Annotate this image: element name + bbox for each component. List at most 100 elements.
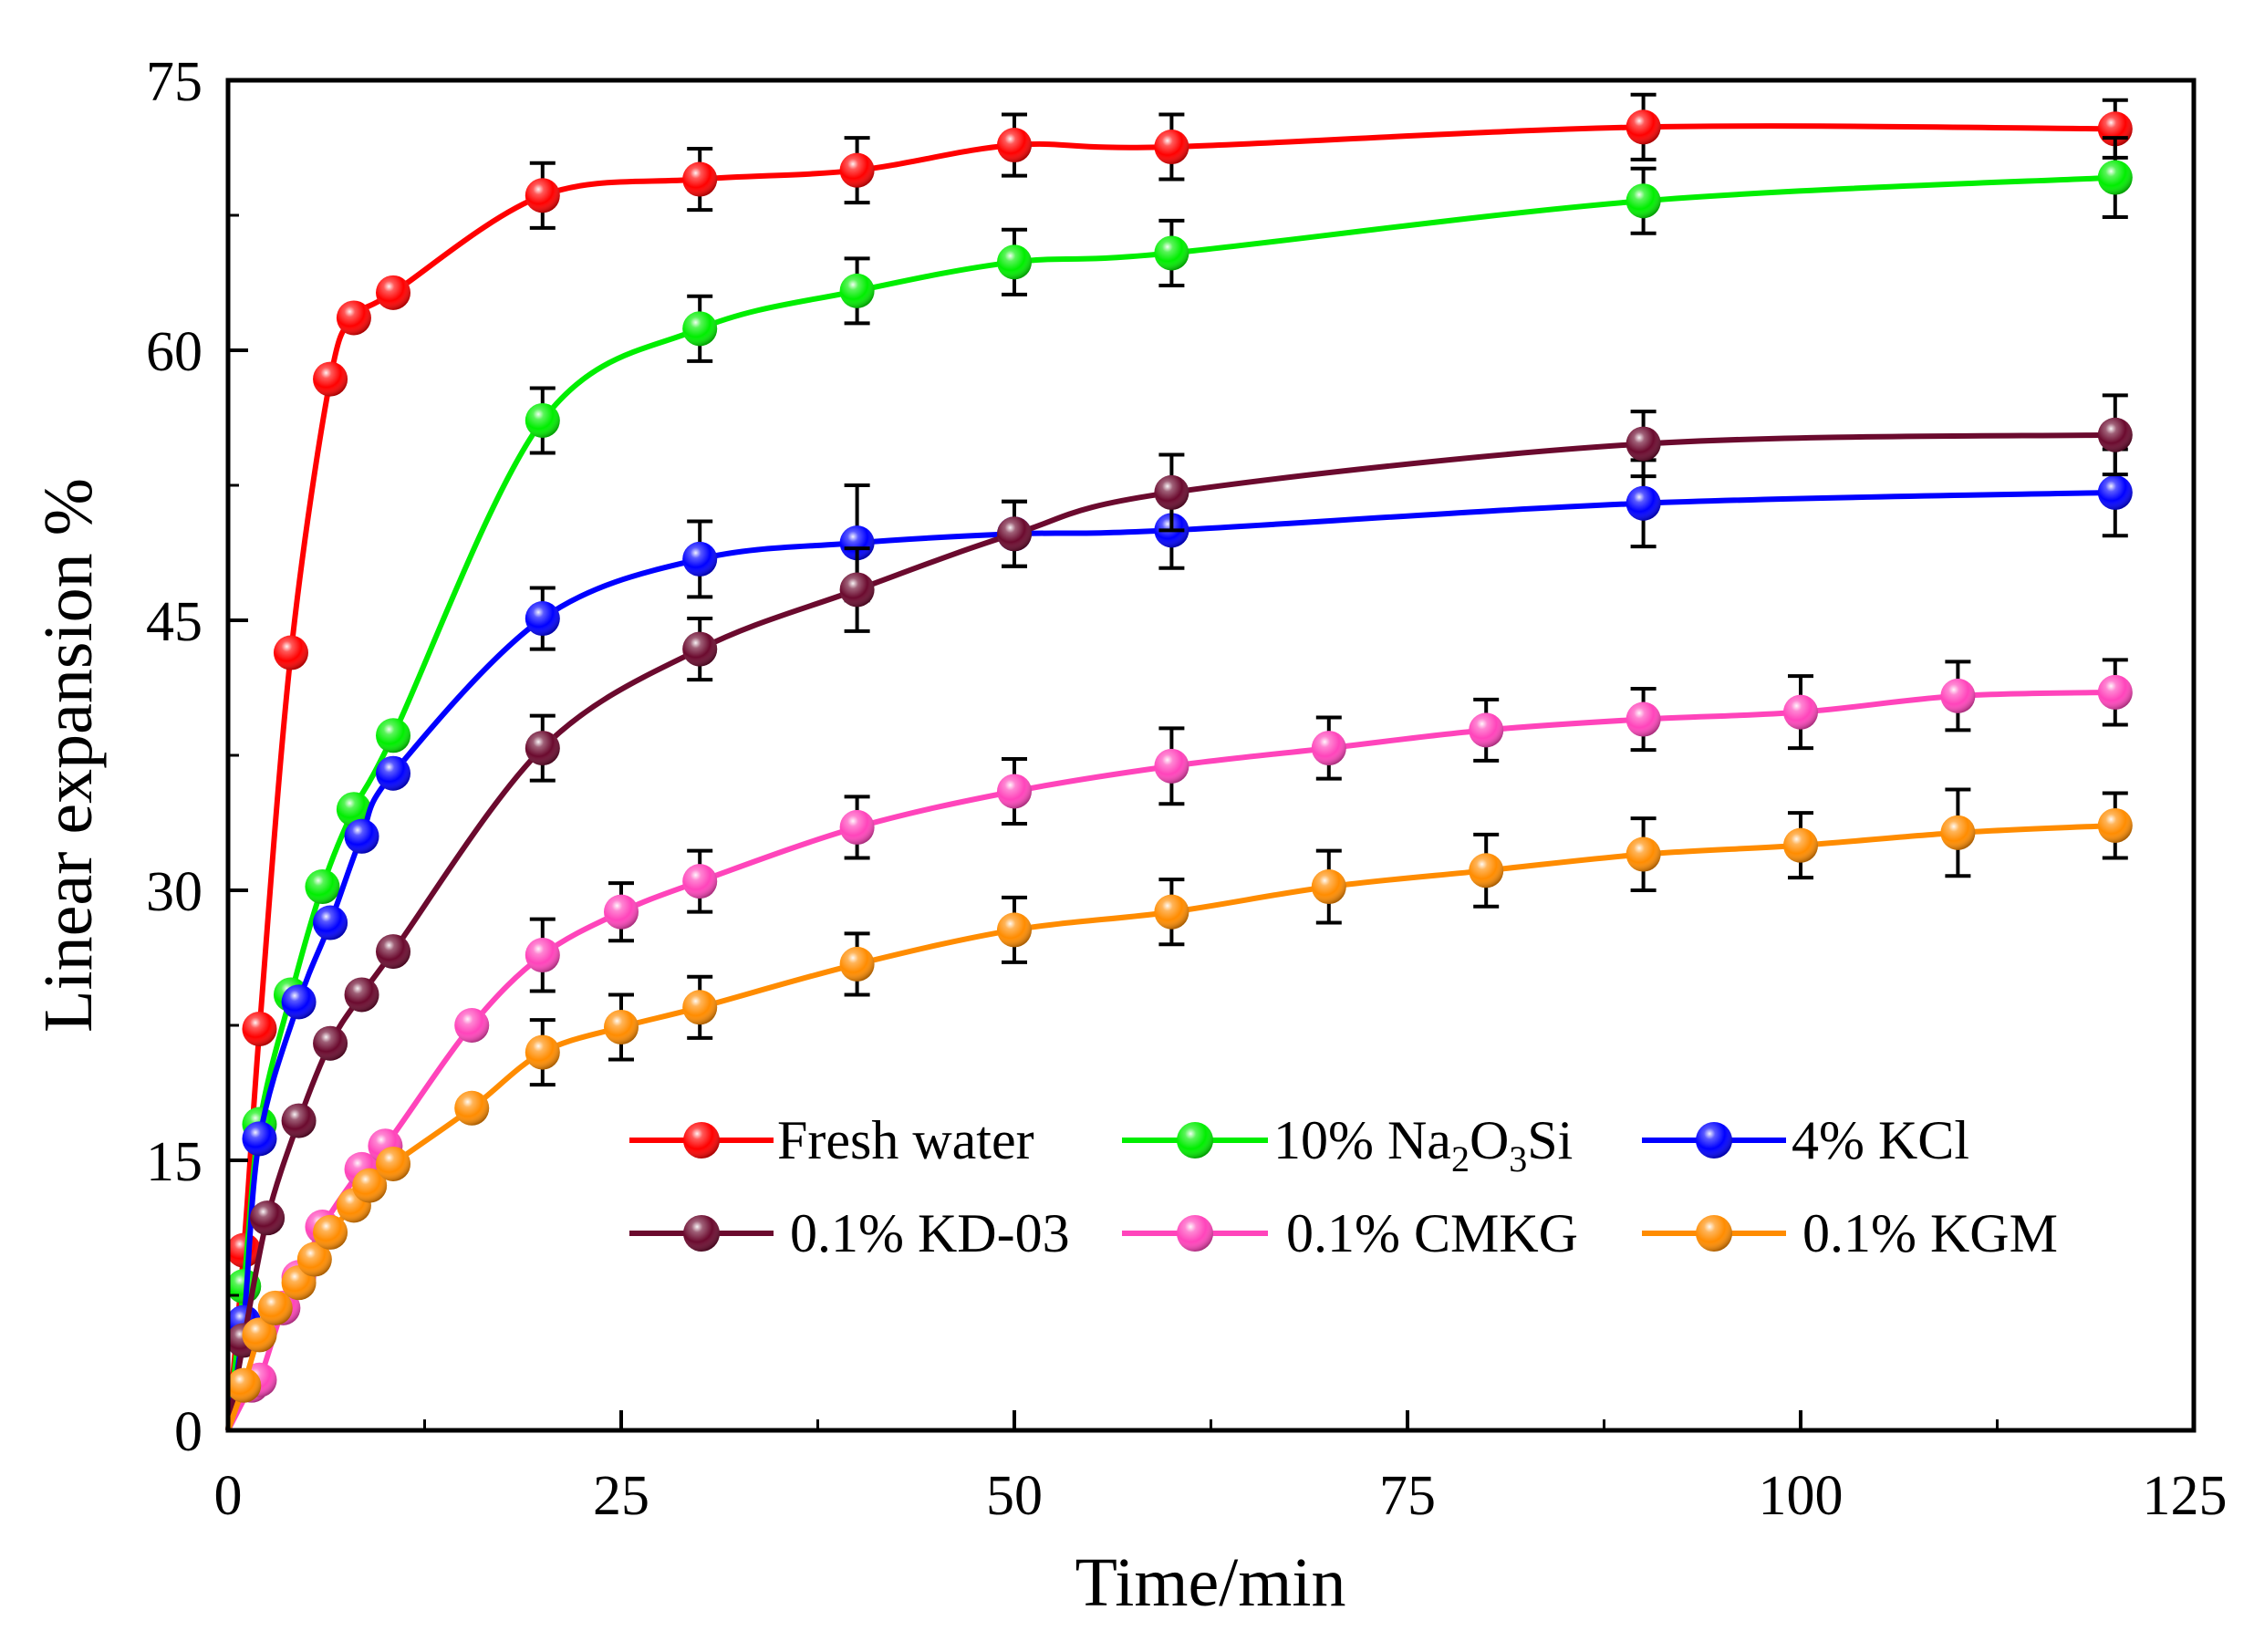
data-point-sheen bbox=[997, 128, 1032, 163]
data-point-sheen bbox=[1626, 183, 1661, 219]
data-point-sheen bbox=[997, 516, 1032, 552]
data-point-sheen bbox=[226, 1367, 262, 1403]
legend-marker-sheen bbox=[1696, 1215, 1732, 1252]
data-point-sheen bbox=[2097, 674, 2133, 710]
data-point-sheen bbox=[1626, 701, 1661, 737]
y-axis-tick-labels: 0 15 30 45 60 75 bbox=[146, 51, 203, 1463]
data-point-sheen bbox=[2097, 807, 2133, 843]
data-point-sheen bbox=[839, 152, 875, 188]
legend-subscript: 3 bbox=[1509, 1138, 1527, 1179]
series-line bbox=[225, 489, 2115, 1431]
legend-label-part: O bbox=[1470, 1110, 1509, 1170]
x-axis-title: Time/min bbox=[1075, 1544, 1345, 1621]
series-2 bbox=[225, 447, 2133, 1431]
series-line bbox=[225, 174, 2115, 1431]
data-point-sheen bbox=[336, 300, 371, 336]
data-point-sheen bbox=[1626, 485, 1661, 521]
x-tick-label: 0 bbox=[214, 1465, 243, 1527]
series-4 bbox=[225, 658, 2133, 1432]
x-tick-label: 125 bbox=[2143, 1465, 2228, 1527]
legend-item-cmkg: 0.1% CMKG bbox=[1122, 1203, 1578, 1263]
data-point-sheen bbox=[344, 977, 379, 1013]
legend-item-kd-03: 0.1% KD-03 bbox=[629, 1203, 1070, 1263]
data-point-sheen bbox=[1311, 731, 1346, 766]
y-tick-label: 45 bbox=[146, 591, 203, 653]
legend-marker-sheen bbox=[1177, 1215, 1213, 1252]
data-point-sheen bbox=[525, 938, 560, 973]
data-point-sheen bbox=[2097, 417, 2133, 452]
y-tick-label: 0 bbox=[174, 1401, 203, 1463]
data-point-sheen bbox=[1154, 235, 1189, 271]
data-point-sheen bbox=[376, 934, 411, 970]
axis-ticks bbox=[226, 78, 2196, 1432]
data-point-sheen bbox=[525, 402, 560, 438]
data-point-sheen bbox=[313, 1214, 348, 1250]
data-point-sheen bbox=[1154, 474, 1189, 510]
legend-label-part: Si bbox=[1527, 1110, 1573, 1170]
data-point-sheen bbox=[525, 1034, 560, 1070]
data-point-sheen bbox=[1154, 894, 1189, 930]
data-point-sheen bbox=[682, 541, 718, 577]
legend-item-kcl: 4% KCl bbox=[1642, 1110, 1969, 1170]
data-point-sheen bbox=[313, 361, 348, 397]
data-point-sheen bbox=[257, 1290, 293, 1325]
data-point-sheen bbox=[1154, 130, 1189, 165]
legend-label: 10% Na2O3Si bbox=[1273, 1110, 1573, 1179]
data-point-sheen bbox=[242, 1317, 277, 1353]
data-point-sheen bbox=[1783, 827, 1818, 863]
data-point-sheen bbox=[1783, 694, 1818, 730]
data-point-sheen bbox=[839, 273, 875, 308]
data-point-sheen bbox=[682, 864, 718, 899]
data-point-sheen bbox=[2097, 474, 2133, 510]
y-tick-label: 30 bbox=[146, 861, 203, 923]
data-point-sheen bbox=[1626, 836, 1661, 872]
data-point-sheen bbox=[376, 755, 411, 791]
data-point-sheen bbox=[313, 905, 348, 940]
data-point-sheen bbox=[376, 718, 411, 753]
x-tick-label: 100 bbox=[1759, 1465, 1844, 1527]
y-tick-label: 75 bbox=[146, 51, 203, 113]
legend-label-part: 10% Na bbox=[1273, 1110, 1451, 1170]
legend-label: 0.1% KD-03 bbox=[790, 1203, 1070, 1263]
data-point-sheen bbox=[1626, 109, 1661, 145]
data-point-sheen bbox=[839, 946, 875, 982]
data-point-sheen bbox=[839, 525, 875, 561]
data-point-sheen bbox=[682, 990, 718, 1025]
data-point-sheen bbox=[997, 774, 1032, 809]
data-point-sheen bbox=[313, 1025, 348, 1061]
data-point-sheen bbox=[281, 1103, 317, 1138]
data-point-sheen bbox=[454, 1090, 490, 1126]
data-point-sheen bbox=[839, 572, 875, 608]
data-point-sheen bbox=[242, 1121, 277, 1157]
x-axis-tick-labels: 0 25 50 75 100 125 bbox=[214, 1465, 2228, 1527]
data-point-sheen bbox=[336, 792, 371, 827]
data-point-sheen bbox=[682, 631, 718, 667]
legend-item-kgm: 0.1% KGM bbox=[1642, 1203, 2058, 1263]
data-point-sheen bbox=[273, 635, 308, 670]
data-point-sheen bbox=[997, 912, 1032, 948]
data-point-sheen bbox=[1626, 426, 1661, 462]
x-tick-label: 25 bbox=[593, 1465, 649, 1527]
data-point-sheen bbox=[525, 731, 560, 766]
x-tick-label: 50 bbox=[986, 1465, 1043, 1527]
data-point-sheen bbox=[376, 275, 411, 310]
legend-item-na2o3si: 10% Na2O3Si bbox=[1122, 1110, 1573, 1179]
y-tick-label: 60 bbox=[146, 321, 203, 383]
legend-marker-sheen bbox=[1177, 1122, 1213, 1158]
data-point-sheen bbox=[2097, 160, 2133, 195]
data-point-sheen bbox=[604, 894, 639, 930]
y-tick-label: 15 bbox=[146, 1131, 203, 1193]
series-line bbox=[225, 431, 2115, 1431]
series-0 bbox=[225, 92, 2133, 1431]
data-point-sheen bbox=[1469, 712, 1504, 748]
legend-marker-sheen bbox=[1696, 1122, 1732, 1158]
data-point-sheen bbox=[281, 984, 317, 1020]
data-point-sheen bbox=[242, 1011, 277, 1046]
legend-label: 4% KCl bbox=[1792, 1110, 1969, 1170]
data-point-sheen bbox=[296, 1242, 332, 1277]
y-axis-title: Linear expansion % bbox=[30, 478, 107, 1033]
legend-marker-sheen bbox=[683, 1215, 720, 1252]
data-point-sheen bbox=[376, 1146, 411, 1181]
data-point-sheen bbox=[525, 601, 560, 637]
